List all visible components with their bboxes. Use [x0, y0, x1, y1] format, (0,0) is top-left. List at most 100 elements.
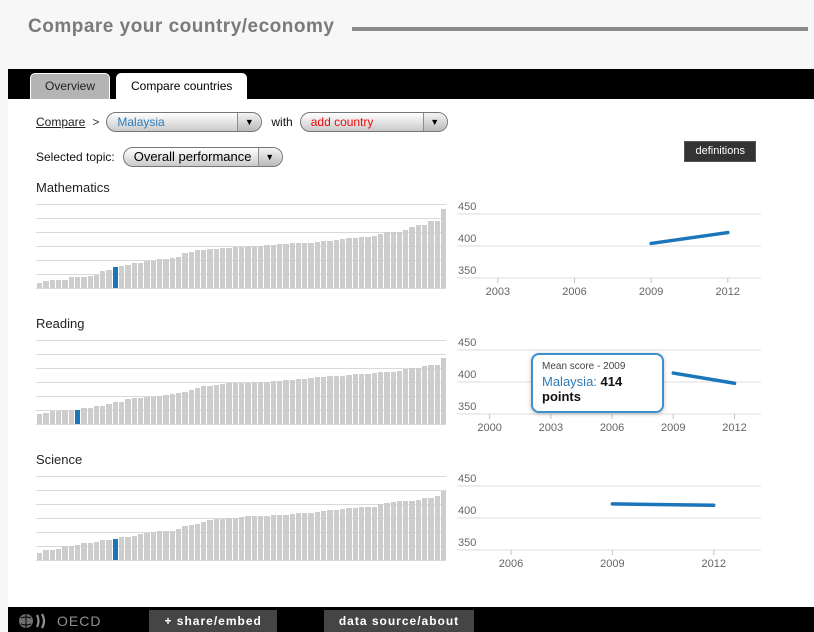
- bar[interactable]: [409, 501, 415, 560]
- bar[interactable]: [245, 383, 251, 424]
- bar[interactable]: [264, 382, 270, 424]
- bar[interactable]: [257, 382, 264, 424]
- bar[interactable]: [422, 366, 428, 424]
- bar[interactable]: [201, 250, 207, 288]
- bar[interactable]: [81, 543, 87, 560]
- bar[interactable]: [390, 232, 396, 288]
- bar[interactable]: [68, 410, 74, 424]
- bar[interactable]: [377, 234, 384, 288]
- bar[interactable]: [434, 496, 440, 560]
- bar[interactable]: [403, 230, 409, 288]
- bar[interactable]: [125, 537, 131, 560]
- bar[interactable]: [409, 368, 415, 424]
- bar[interactable]: [68, 546, 74, 560]
- bar-chart-science[interactable]: [36, 476, 447, 561]
- bar[interactable]: [144, 261, 150, 288]
- country-select[interactable]: Malaysia ▼: [106, 112, 263, 132]
- bar[interactable]: [270, 381, 276, 424]
- bar[interactable]: [314, 377, 321, 424]
- bar[interactable]: [434, 365, 440, 424]
- bar[interactable]: [100, 271, 106, 288]
- bar-highlighted-malaysia[interactable]: [112, 539, 119, 560]
- bar[interactable]: [188, 525, 194, 560]
- bar[interactable]: [194, 388, 201, 424]
- bar[interactable]: [182, 253, 188, 288]
- bar[interactable]: [43, 413, 49, 424]
- bar[interactable]: [308, 243, 314, 288]
- chevron-down-icon[interactable]: ▼: [237, 113, 261, 131]
- bar[interactable]: [327, 510, 333, 560]
- bar[interactable]: [276, 515, 283, 560]
- bar[interactable]: [264, 245, 270, 288]
- bar[interactable]: [327, 241, 333, 288]
- bar[interactable]: [415, 225, 422, 288]
- bar[interactable]: [333, 240, 339, 288]
- bar[interactable]: [365, 507, 371, 560]
- chevron-down-icon[interactable]: ▼: [257, 147, 281, 166]
- bar[interactable]: [182, 526, 188, 560]
- tab-overview[interactable]: Overview: [30, 73, 111, 99]
- bar[interactable]: [62, 410, 68, 424]
- bar[interactable]: [276, 244, 283, 288]
- bar[interactable]: [346, 508, 352, 560]
- bar[interactable]: [131, 263, 137, 288]
- bar[interactable]: [207, 249, 213, 288]
- bar[interactable]: [390, 502, 396, 560]
- bar-highlighted-malaysia[interactable]: [74, 410, 81, 424]
- bar[interactable]: [422, 498, 428, 560]
- bar[interactable]: [295, 513, 302, 560]
- bar[interactable]: [257, 516, 264, 560]
- bar[interactable]: [81, 277, 87, 288]
- bar[interactable]: [384, 503, 390, 560]
- bar[interactable]: [119, 402, 125, 424]
- bar[interactable]: [333, 376, 339, 424]
- bar[interactable]: [220, 519, 226, 560]
- bar[interactable]: [371, 373, 377, 424]
- bar[interactable]: [239, 517, 245, 560]
- bar[interactable]: [43, 281, 49, 288]
- bar[interactable]: [106, 270, 112, 288]
- bar[interactable]: [239, 383, 245, 424]
- bar[interactable]: [213, 519, 220, 560]
- bar[interactable]: [175, 257, 182, 288]
- bar[interactable]: [352, 374, 358, 424]
- bar[interactable]: [352, 238, 358, 288]
- bar[interactable]: [358, 237, 365, 288]
- bar[interactable]: [68, 277, 74, 288]
- bar[interactable]: [428, 365, 434, 424]
- bar[interactable]: [257, 246, 264, 288]
- bar[interactable]: [207, 386, 213, 424]
- bar[interactable]: [251, 246, 257, 288]
- bar[interactable]: [201, 386, 207, 424]
- bar[interactable]: [93, 275, 100, 288]
- bar[interactable]: [182, 392, 188, 424]
- bar[interactable]: [175, 393, 182, 424]
- bar[interactable]: [93, 542, 100, 560]
- bar[interactable]: [119, 537, 125, 560]
- bar[interactable]: [43, 550, 49, 560]
- bar[interactable]: [87, 408, 93, 424]
- bar[interactable]: [371, 507, 377, 560]
- bar[interactable]: [314, 512, 321, 560]
- bar[interactable]: [55, 411, 62, 424]
- bar[interactable]: [308, 378, 314, 424]
- bar[interactable]: [188, 390, 194, 424]
- data-source-about-button[interactable]: data source/about: [323, 610, 475, 632]
- bar[interactable]: [138, 398, 144, 424]
- add-country-select[interactable]: add country ▼: [299, 112, 448, 132]
- bar[interactable]: [396, 371, 403, 424]
- bar[interactable]: [37, 414, 43, 424]
- line-chart-reading[interactable]: Mean score - 2009 Malaysia: 414 points 4…: [453, 330, 765, 438]
- bar[interactable]: [422, 225, 428, 288]
- bar[interactable]: [283, 244, 289, 288]
- bar[interactable]: [283, 380, 289, 424]
- bar[interactable]: [62, 280, 68, 288]
- bar[interactable]: [55, 280, 62, 288]
- bar[interactable]: [62, 546, 68, 560]
- bar[interactable]: [321, 377, 327, 424]
- bar[interactable]: [358, 507, 365, 560]
- bar[interactable]: [358, 374, 365, 424]
- line-chart-science[interactable]: 450 400 350 2006 2009 2012: [453, 466, 765, 574]
- bar[interactable]: [213, 385, 220, 424]
- bar[interactable]: [220, 384, 226, 424]
